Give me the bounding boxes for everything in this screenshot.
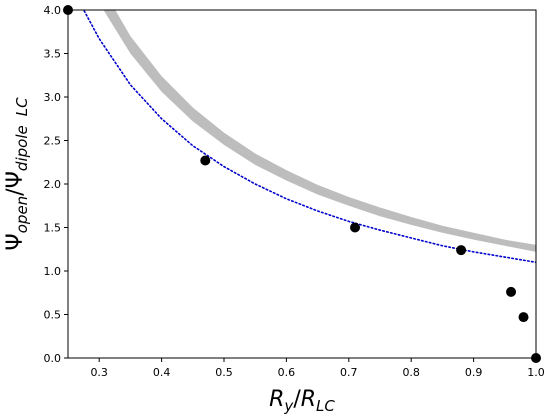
x-tick-label: 0.7 xyxy=(340,366,358,379)
y-tick-label: 3.5 xyxy=(44,48,62,61)
data-point xyxy=(518,312,529,323)
x-tick-label: 0.8 xyxy=(402,366,420,379)
x-axis-label-slash: / xyxy=(293,387,301,412)
fit-curve-line xyxy=(82,10,536,264)
y-tick-label: 0.5 xyxy=(44,309,62,322)
x-axis-ticks: 0.3 0.4 0.5 0.6 0.7 0.8 0.9 1.0 xyxy=(90,358,545,379)
x-axis-label-main1: R xyxy=(269,387,284,412)
x-axis-label-sub2: LC xyxy=(316,397,335,415)
x-tick-label: 0.3 xyxy=(90,366,108,379)
y-tick-label: 1.0 xyxy=(44,265,62,278)
y-axis-label-slash: / xyxy=(3,188,28,196)
y-tick-label: 2.5 xyxy=(44,135,62,148)
x-axis-label-sub1: y xyxy=(283,397,294,415)
x-tick-label: 0.9 xyxy=(465,366,483,379)
y-axis-label-main1: Ψ xyxy=(3,233,28,250)
y-axis-label-main2: Ψ xyxy=(3,171,28,188)
data-point xyxy=(506,286,517,297)
y-tick-label: 3.0 xyxy=(44,91,62,104)
y-tick-label: 2.0 xyxy=(44,178,62,191)
y-tick-label: 1.5 xyxy=(44,222,62,235)
plot-area xyxy=(82,10,536,264)
x-axis-label-main2: R xyxy=(301,387,316,412)
x-tick-label: 0.5 xyxy=(215,366,233,379)
data-point xyxy=(456,245,467,256)
data-point xyxy=(200,155,211,166)
y-axis-label-sub1: open xyxy=(13,196,31,233)
x-tick-label: 1.0 xyxy=(527,366,545,379)
x-tick-label: 0.4 xyxy=(153,366,171,379)
model-band xyxy=(103,10,536,252)
y-tick-label: 4.0 xyxy=(44,4,62,17)
y-axis-ticks: 0.0 0.5 1.0 1.5 2.0 2.5 3.0 3.5 4.0 xyxy=(44,4,68,365)
plot-frame xyxy=(67,9,537,359)
data-point xyxy=(350,222,361,233)
y-axis-label-sub2: dipole xyxy=(13,125,31,171)
x-axis-label: Ry/RLC xyxy=(269,387,335,415)
y-axis-label: Ψopen/ΨdipoleLC xyxy=(3,97,31,251)
y-tick-label: 0.0 xyxy=(44,352,62,365)
y-axis-label-sub3: LC xyxy=(13,97,31,116)
x-tick-label: 0.6 xyxy=(278,366,296,379)
